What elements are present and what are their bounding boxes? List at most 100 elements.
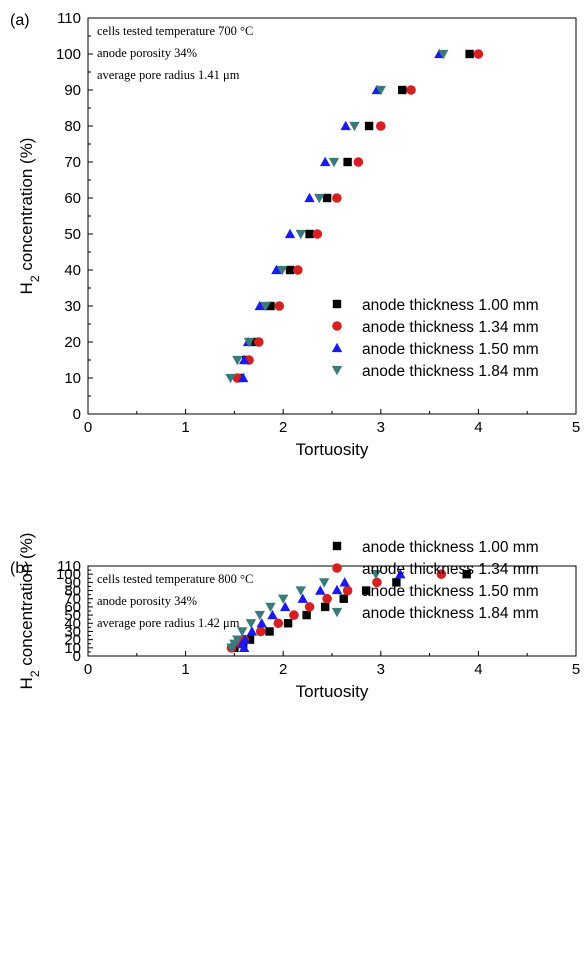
data-point-circle: [372, 577, 382, 588]
data-point-triangle-up: [304, 192, 315, 203]
y-tick-label: 90: [64, 82, 81, 99]
data-point-circle: [289, 610, 299, 620]
x-axis-label: Tortuosity: [296, 682, 369, 701]
data-point-triangle-up: [238, 354, 250, 365]
data-point-triangle-up: [279, 601, 291, 612]
data-point-triangle-down: [225, 373, 236, 384]
data-point-circle: [353, 157, 364, 167]
legend-marker-square: [332, 541, 342, 551]
panel-a: 0 1 2 3 4 50102030405060708090100110Tortuosit…: [10, 10, 580, 459]
data-point-triangle-down: [232, 635, 243, 645]
x-tick-label: 0: [84, 419, 92, 436]
y-tick-label: 0: [73, 406, 81, 423]
legend-label: anode thickness 1.50 mm: [362, 341, 539, 358]
x-tick-label: 3: [377, 661, 385, 678]
x-tick-label: 1: [181, 661, 189, 678]
x-tick-label: 3: [377, 419, 385, 436]
data-point-triangle-down: [243, 337, 255, 348]
data-point-triangle-down: [349, 121, 360, 132]
y-tick-label: 20: [64, 334, 81, 351]
legend-marker-triangle-up: [331, 584, 343, 595]
y-tick-label: 60: [64, 190, 81, 207]
data-point-triangle-down: [318, 578, 330, 588]
data-point-circle: [312, 229, 323, 239]
data-point-triangle-down: [254, 610, 265, 621]
x-tick-label: 5: [572, 661, 580, 678]
annotation-text: average pore radius 1.42 μm: [97, 616, 240, 630]
data-point-triangle-down: [245, 619, 257, 629]
data-point-triangle-down: [260, 301, 271, 312]
x-tick-label: 4: [474, 419, 482, 436]
y-tick-label: 20: [64, 632, 81, 649]
legend-marker-triangle-up: [331, 342, 343, 353]
data-point-square: [302, 610, 311, 620]
y-tick-label: 80: [64, 118, 81, 135]
y-tick-label: 10: [64, 640, 81, 657]
data-point-square: [339, 594, 348, 603]
y-tick-label: 110: [57, 558, 81, 575]
data-point-square: [343, 157, 352, 167]
data-point-triangle-down: [265, 602, 276, 613]
legend-marker-triangle-down: [331, 365, 343, 376]
data-point-circle: [473, 49, 484, 59]
annotation-text: cells tested temperature 800 °C: [97, 572, 253, 586]
annotation-text: cells tested temperature 700 °C: [97, 24, 253, 38]
panel-b: 0 1 2 3 4 50102030405060708090100110Tortuosit…: [10, 533, 580, 701]
y-tick-label: 40: [64, 615, 81, 632]
data-point-triangle-up: [267, 609, 278, 620]
x-tick-label: 0: [84, 661, 92, 678]
data-point-circle: [253, 337, 264, 347]
data-point-triangle-up: [319, 156, 331, 167]
data-point-triangle-down: [277, 265, 288, 276]
y-tick-label: 0: [73, 648, 81, 665]
data-point-triangle-down: [314, 193, 325, 204]
x-tick-label: 2: [279, 419, 287, 436]
annotation-text: anode porosity 34%: [97, 46, 197, 60]
y-tick-label: 100: [56, 566, 81, 583]
data-point-square: [364, 121, 374, 131]
data-point-triangle-up: [254, 300, 265, 311]
data-point-square: [465, 49, 474, 59]
data-point-triangle-down: [295, 229, 306, 240]
data-point-square: [398, 85, 407, 95]
data-point-triangle-up: [315, 585, 326, 595]
y-tick-label: 50: [64, 607, 81, 624]
data-point-triangle-up: [284, 228, 296, 239]
data-point-circle: [304, 602, 315, 612]
x-tick-label: 2: [279, 661, 287, 678]
y-tick-label: 110: [57, 10, 81, 27]
data-point-triangle-down: [328, 157, 340, 168]
data-point-square: [245, 635, 255, 644]
data-point-square: [283, 619, 293, 628]
legend-label: anode thickness 1.84 mm: [362, 363, 539, 380]
y-tick-label: 30: [64, 298, 81, 315]
data-point-square: [305, 229, 314, 239]
legend-label: anode thickness 1.50 mm: [362, 583, 539, 600]
data-point-circle: [376, 121, 386, 131]
legend-marker-circle: [332, 563, 342, 573]
data-point-circle: [273, 618, 284, 629]
data-point-triangle-up: [271, 264, 282, 275]
data-point-triangle-down: [438, 49, 449, 60]
data-point-square: [322, 193, 332, 203]
data-point-triangle-up: [239, 634, 251, 644]
data-point-triangle-up: [237, 372, 249, 383]
data-point-circle: [322, 593, 332, 604]
x-tick-label: 1: [181, 419, 189, 436]
data-point-square: [320, 602, 330, 612]
data-point-triangle-down: [237, 627, 248, 637]
data-point-triangle-down: [370, 570, 382, 580]
legend-label: anode thickness 1.00 mm: [362, 297, 539, 314]
legend-marker-circle: [332, 321, 342, 331]
annotation-text: average pore radius 1.41 μm: [97, 68, 240, 82]
data-point-circle: [342, 585, 353, 596]
legend-marker-triangle-down: [331, 607, 343, 618]
y-tick-label: 100: [56, 46, 81, 63]
data-point-triangle-up: [256, 618, 267, 628]
data-point-square: [285, 265, 295, 275]
y-tick-label: 80: [64, 583, 81, 600]
y-tick-label: 60: [64, 599, 81, 616]
data-point-circle: [274, 301, 285, 311]
data-point-square: [462, 569, 471, 579]
